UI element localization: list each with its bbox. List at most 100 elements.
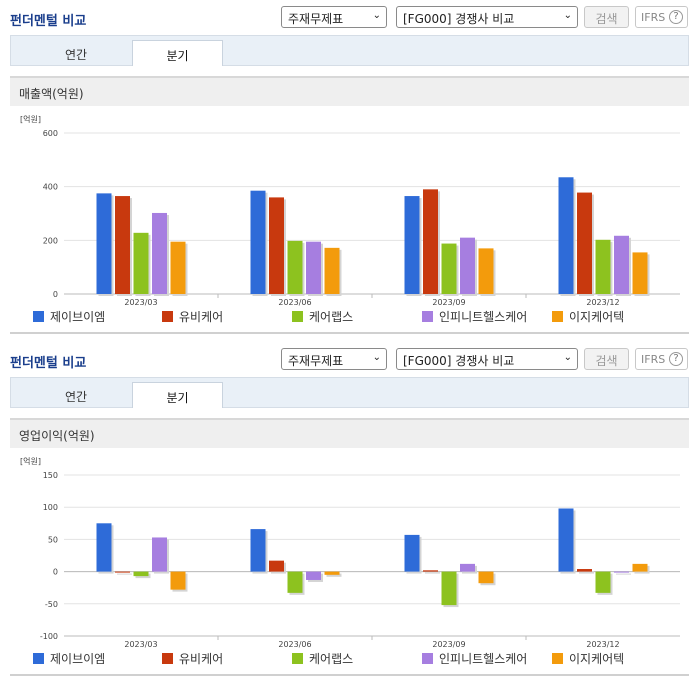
bar-5	[478, 248, 494, 294]
panel-title: 펀더멘털 비교	[10, 14, 87, 29]
x-tick-label: 2023/12	[586, 640, 619, 648]
y-tick-label: 50	[48, 535, 58, 544]
peer-group-select[interactable]: [FG000] 경쟁사 비교 ⌄	[396, 6, 578, 28]
legend-label: 인피니트헬스케어	[439, 310, 528, 324]
legend-swatch	[552, 653, 563, 664]
statement-type-select[interactable]: 주재무제표 ⌄	[281, 6, 387, 28]
legend-label: 제이브이엠	[50, 652, 106, 666]
period-tabs: 연간 분기	[10, 35, 689, 66]
y-tick-label: 600	[43, 129, 58, 138]
legend-swatch	[292, 311, 303, 322]
search-button[interactable]: 검색	[584, 348, 629, 370]
legend-swatch	[33, 653, 44, 664]
bar-5	[632, 563, 648, 572]
bar-2	[115, 196, 130, 294]
tab-annual[interactable]: 연간	[64, 390, 88, 404]
bar-2	[269, 197, 284, 294]
fundamental-panel-operating-income: 펀더멘털 비교 주재무제표 ⌄ [FG000] 경쟁사 비교 ⌄ 검색 IFRS…	[0, 342, 696, 684]
legend-item[interactable]: 인피니트헬스케어	[422, 650, 527, 667]
y-tick-label: 100	[43, 503, 58, 512]
peer-group-select[interactable]: [FG000] 경쟁사 비교 ⌄	[396, 348, 578, 370]
x-tick-label: 2023/06	[278, 298, 311, 306]
bar-3	[595, 239, 611, 294]
tab-quarterly[interactable]: 분기	[132, 40, 223, 66]
bar-3	[133, 232, 149, 294]
legend-item[interactable]: 유비케어	[162, 308, 223, 325]
divider	[10, 674, 689, 676]
bar-shadow	[117, 573, 132, 575]
bar-shadow	[326, 573, 342, 577]
bar-1	[404, 196, 420, 294]
legend-item[interactable]: 이지케어텍	[552, 308, 624, 325]
bar-shadow	[616, 573, 631, 575]
ifrs-help-button[interactable]: IFRS ?	[635, 6, 688, 28]
bar-1	[404, 534, 420, 572]
statement-type-select[interactable]: 주재무제표 ⌄	[281, 348, 387, 370]
chevron-down-icon: ⌄	[372, 10, 381, 21]
bar-5	[632, 252, 648, 294]
section-title: 매출액(억원)	[10, 76, 689, 106]
legend-item[interactable]: 케어랩스	[292, 650, 353, 667]
x-tick-label: 2023/12	[586, 298, 619, 306]
legend-swatch	[162, 311, 173, 322]
legend-label: 이지케어텍	[569, 652, 625, 666]
panel-title: 펀더멘털 비교	[10, 356, 87, 371]
legend-item[interactable]: 케어랩스	[292, 308, 353, 325]
tab-annual[interactable]: 연간	[64, 48, 88, 62]
revenue-bar-chart: [억원] 0 200 400 600 2023/03 2023/06 2023/09 2023/…	[20, 114, 680, 306]
bar-1	[96, 523, 112, 572]
statement-type-value: 주재무제표	[288, 354, 344, 368]
bar-3	[441, 243, 457, 294]
y-unit-label: [억원]	[20, 114, 41, 124]
legend-item[interactable]: 이지케어텍	[552, 650, 624, 667]
bar-3	[441, 571, 457, 606]
bar-1	[558, 177, 574, 294]
chart-legend: 제이브이엠 유비케어 케어랩스 인피니트헬스케어 이지케어텍	[0, 308, 696, 328]
legend-swatch	[162, 653, 173, 664]
legend-swatch	[422, 311, 433, 322]
y-tick-label: 400	[43, 183, 58, 192]
section-title: 영업이익(억원)	[10, 418, 689, 448]
bar-3	[287, 240, 303, 294]
legend-item[interactable]: 유비케어	[162, 650, 223, 667]
y-tick-label: 150	[43, 471, 58, 480]
bar-3	[287, 571, 303, 593]
legend-swatch	[292, 653, 303, 664]
x-tick-label: 2023/09	[432, 298, 465, 306]
bar-2	[269, 560, 284, 572]
legend-swatch	[33, 311, 44, 322]
legend-item[interactable]: 제이브이엠	[33, 308, 105, 325]
bar-5	[324, 571, 340, 575]
chevron-down-icon: ⌄	[563, 10, 572, 21]
bar-1	[250, 529, 266, 572]
bar-4	[614, 571, 629, 573]
legend-swatch	[422, 653, 433, 664]
legend-label: 인피니트헬스케어	[439, 652, 528, 666]
bar-3	[595, 571, 611, 593]
legend-label: 케어랩스	[309, 310, 354, 324]
legend-label: 이지케어텍	[569, 310, 625, 324]
chevron-down-icon: ⌄	[563, 352, 572, 363]
tab-quarterly[interactable]: 분기	[132, 382, 223, 408]
legend-label: 제이브이엠	[50, 310, 106, 324]
statement-type-value: 주재무제표	[288, 12, 344, 26]
bar-2	[423, 570, 438, 572]
bar-5	[170, 571, 186, 590]
chevron-down-icon: ⌄	[372, 352, 381, 363]
fundamental-panel-revenue: 펀더멘털 비교 주재무제표 ⌄ [FG000] 경쟁사 비교 ⌄ 검색 IFRS…	[0, 0, 696, 340]
legend-item[interactable]: 인피니트헬스케어	[422, 308, 527, 325]
search-button[interactable]: 검색	[584, 6, 629, 28]
question-circle-icon: ?	[669, 352, 683, 366]
y-tick-label: 0	[53, 568, 58, 577]
legend-item[interactable]: 제이브이엠	[33, 650, 105, 667]
period-tabs: 연간 분기	[10, 377, 689, 408]
bar-4	[614, 235, 629, 294]
bar-1	[558, 508, 574, 572]
bar-shadow	[425, 572, 440, 574]
x-tick-label: 2023/06	[278, 640, 311, 648]
ifrs-help-button[interactable]: IFRS ?	[635, 348, 688, 370]
bar-2	[423, 189, 438, 294]
bar-4	[460, 237, 475, 294]
bar-3	[133, 571, 149, 577]
ifrs-label: IFRS	[641, 11, 666, 24]
